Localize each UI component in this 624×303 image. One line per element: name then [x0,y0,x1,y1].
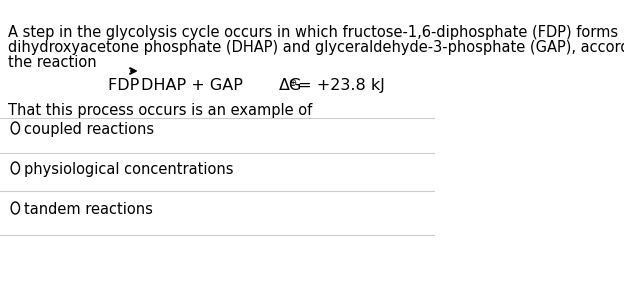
Text: That this process occurs is an example of: That this process occurs is an example o… [8,103,313,118]
Text: coupled reactions: coupled reactions [24,122,155,137]
Text: dihydroxyacetone phosphate (DHAP) and glyceraldehyde-3-phosphate (GAP), accordin: dihydroxyacetone phosphate (DHAP) and gl… [8,40,624,55]
Text: physiological concentrations: physiological concentrations [24,162,234,177]
Text: ⊕: ⊕ [288,78,296,88]
Text: DHAP + GAP: DHAP + GAP [142,78,243,93]
Text: the reaction: the reaction [8,55,97,70]
Text: ΔG: ΔG [279,78,302,93]
Text: FDP: FDP [108,78,144,93]
Text: tandem reactions: tandem reactions [24,202,154,217]
Text: = +23.8 kJ: = +23.8 kJ [293,78,384,93]
Text: A step in the glycolysis cycle occurs in which fructose-1,6-diphosphate (FDP) fo: A step in the glycolysis cycle occurs in… [8,25,618,40]
